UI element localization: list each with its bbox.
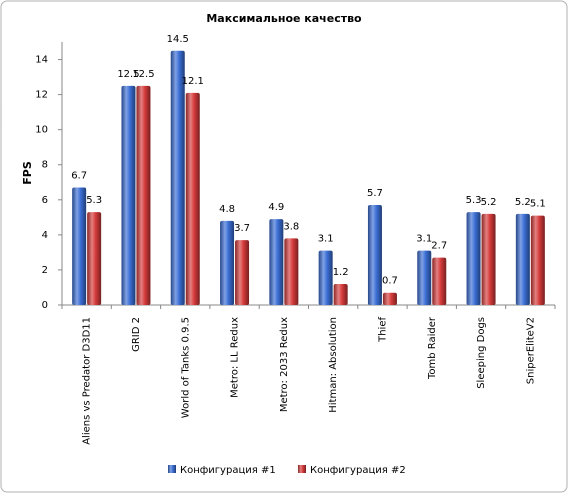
y-axis-label: FPS <box>21 161 34 185</box>
bar <box>235 240 250 305</box>
y-tick-label: 2 <box>42 265 48 276</box>
value-label: 6.7 <box>71 171 87 182</box>
x-tick-label: Sleeping Dogs <box>476 317 487 389</box>
bar <box>417 250 432 305</box>
y-tick-label: 12 <box>35 90 48 101</box>
bar <box>220 220 235 305</box>
legend-label: Конфигурация #2 <box>310 465 406 476</box>
bar <box>333 283 348 305</box>
y-tick-label: 4 <box>42 230 48 241</box>
value-label: 3.1 <box>318 234 334 245</box>
value-label: 2.7 <box>431 241 447 252</box>
x-tick-label: GRID 2 <box>131 317 142 352</box>
bar <box>170 50 185 306</box>
legend-swatch <box>168 465 176 473</box>
bar <box>87 212 102 305</box>
value-label: 1.2 <box>333 267 349 278</box>
value-label: 4.8 <box>219 204 235 215</box>
bar <box>367 205 382 305</box>
value-label: 12.5 <box>132 69 154 80</box>
value-label: 5.3 <box>86 195 102 206</box>
value-label: 12.1 <box>182 76 204 87</box>
bar <box>72 187 87 305</box>
bar <box>515 213 530 305</box>
chart-title: Максимальное качество <box>206 12 362 25</box>
legend: Конфигурация #1 Конфигурация #2 <box>168 465 406 476</box>
x-tick-label: Metro: 2033 Redux <box>279 317 290 412</box>
y-tick-label: 0 <box>42 300 48 311</box>
value-label: 14.5 <box>167 34 189 45</box>
value-label: 3.7 <box>234 223 250 234</box>
x-tick-label: Thief <box>377 317 388 343</box>
bar <box>121 85 136 305</box>
x-tick-label: World of Tanks 0.9.5 <box>180 317 191 418</box>
legend-swatch <box>298 465 306 473</box>
value-label: 5.3 <box>466 195 482 206</box>
y-tick-label: 8 <box>42 160 48 171</box>
x-tick-label: Hitman: Absolution <box>328 317 339 413</box>
value-label: 5.2 <box>515 197 531 208</box>
value-label: 12.5 <box>117 69 139 80</box>
x-tick-label: Tomb Raider <box>427 316 438 380</box>
bar <box>284 238 299 305</box>
value-label: 5.7 <box>367 188 383 199</box>
legend-label: Конфигурация #1 <box>180 465 276 476</box>
y-tick-label: 14 <box>35 55 48 66</box>
value-label: 3.8 <box>283 221 299 232</box>
value-label: 4.9 <box>268 202 284 213</box>
bar <box>136 85 151 305</box>
y-tick-label: 10 <box>35 125 48 136</box>
value-label: 3.1 <box>416 234 432 245</box>
bar <box>318 250 333 305</box>
bar <box>185 92 200 305</box>
bar <box>382 292 397 305</box>
x-tick-label: Metro: LL Redux <box>230 317 241 398</box>
value-label: 0.7 <box>382 276 398 287</box>
bar <box>530 215 545 305</box>
bar <box>466 212 481 305</box>
bar <box>432 257 447 305</box>
x-tick-label: SniperEliteV2 <box>525 317 536 384</box>
value-label: 5.2 <box>481 197 497 208</box>
bar <box>481 213 496 305</box>
y-tick-label: 6 <box>42 195 48 206</box>
value-label: 5.1 <box>530 199 546 210</box>
bar <box>269 219 284 305</box>
x-tick-label: Aliens vs Predator D3D11 <box>82 317 93 445</box>
